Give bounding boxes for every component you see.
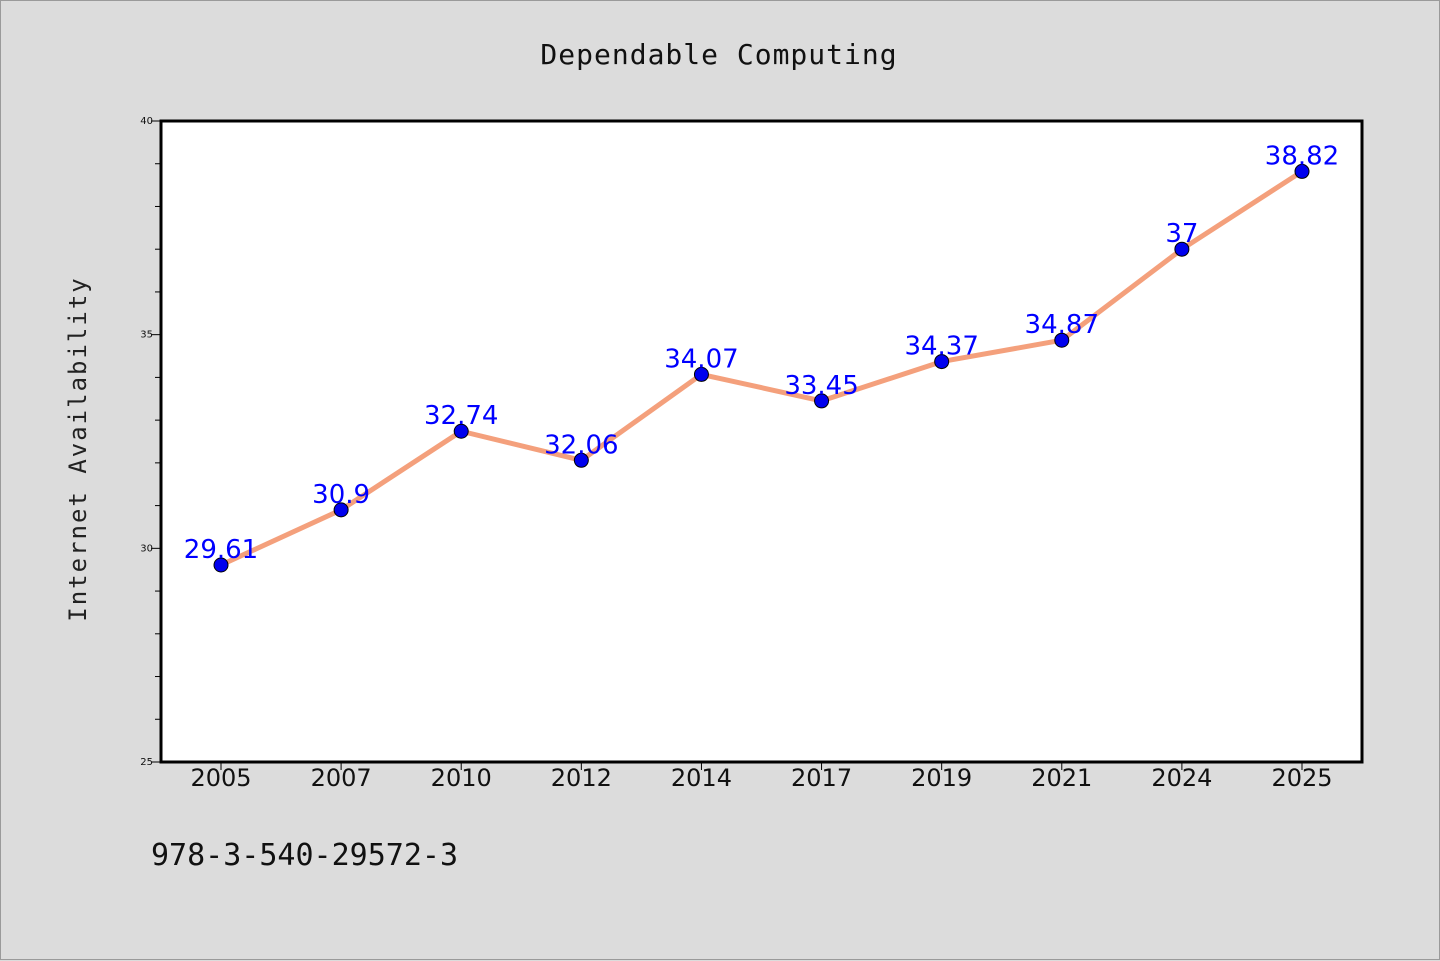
data-label: 37	[1165, 219, 1198, 249]
y-tick-label: 35	[140, 330, 153, 341]
data-point	[814, 393, 830, 409]
y-tick-label: 30	[140, 543, 153, 554]
chart-title: Dependable Computing	[540, 38, 897, 71]
x-tick-label: 2025	[1271, 764, 1332, 792]
x-tick-label: 2019	[911, 764, 972, 792]
data-point	[934, 354, 950, 370]
plot-area	[161, 121, 1362, 762]
data-point	[333, 502, 349, 518]
data-label: 34.07	[664, 344, 738, 374]
series-group: 29.61 30.9 32.74 32.06 34.07 33.45 34.37 34.87 3…	[184, 141, 1339, 573]
data-point	[453, 423, 469, 439]
x-tick-label: 2010	[431, 764, 492, 792]
isbn-footer: 978-3-540-29572-3	[151, 838, 458, 873]
y-tick-label: 25	[140, 757, 153, 768]
data-point	[1054, 332, 1070, 348]
x-tick-label: 2021	[1031, 764, 1092, 792]
y-axis-label: Internet Availability	[64, 276, 92, 621]
data-label: 38.82	[1265, 141, 1339, 171]
x-tick-label: 2014	[671, 764, 732, 792]
data-label: 33.45	[784, 371, 858, 401]
y-tick-label: 40	[140, 116, 153, 127]
series-line	[218, 168, 1305, 568]
x-tick-label: 2024	[1151, 764, 1212, 792]
data-point	[213, 557, 229, 573]
data-label: 32.74	[424, 401, 498, 431]
x-tick-label: 2007	[311, 764, 372, 792]
data-label: 34.37	[904, 332, 978, 362]
x-axis: 2005 2007 2010 2012 2014 2017 2019 2021 2024 2025	[190, 762, 1333, 792]
data-point	[1174, 241, 1190, 257]
data-label: 34.87	[1025, 310, 1099, 340]
data-point	[1294, 163, 1310, 179]
data-label: 32.06	[544, 430, 618, 460]
y-axis: 25 30 35 40	[140, 116, 161, 768]
data-point	[573, 452, 589, 468]
x-tick-label: 2012	[551, 764, 612, 792]
data-label: 29.61	[184, 535, 258, 565]
data-label: 30.9	[312, 480, 370, 510]
plot-frame	[159, 119, 1364, 764]
x-tick-label: 2005	[190, 764, 251, 792]
x-tick-label: 2017	[791, 764, 852, 792]
data-point	[693, 366, 709, 382]
